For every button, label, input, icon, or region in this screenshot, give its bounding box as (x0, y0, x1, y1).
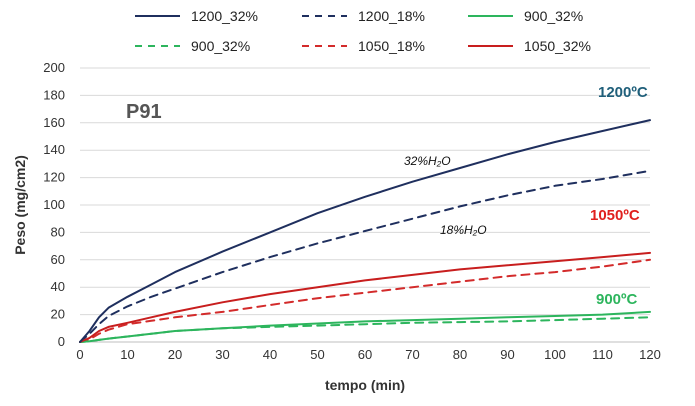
x-tick-label: 90 (500, 347, 514, 362)
water-content-label: 32%H₂O (404, 154, 451, 168)
x-tick-label: 10 (120, 347, 134, 362)
x-tick-label: 20 (168, 347, 182, 362)
series-line-1200-18pct-dashed (79, 169, 651, 343)
series-line-1050-32pct-solid (79, 251, 651, 343)
legend-label: 1050_18% (358, 38, 425, 54)
panel-label: P91 (126, 101, 162, 123)
water-content-label: 18%H₂O (440, 223, 487, 237)
grid (80, 67, 650, 316)
legend-label: 900_32% (191, 38, 250, 54)
series-line-900-32pct-solid (79, 310, 651, 343)
y-tick-label: 160 (43, 115, 65, 130)
x-tick-label: 40 (263, 347, 277, 362)
x-tick-label: 50 (310, 347, 324, 362)
series-line-1050-18pct-dashed (79, 258, 651, 343)
x-tick-label: 0 (76, 347, 83, 362)
legend-label: 1050_32% (524, 38, 591, 54)
legend-label: 900_32% (524, 8, 583, 24)
x-tick-label: 70 (405, 347, 419, 362)
x-tick-label: 80 (453, 347, 467, 362)
legend-label: 1200_32% (191, 8, 258, 24)
axes: 0 20 40 60 80 100 120 140 160 180 200 0 10 20 30 40 50 60… (12, 60, 661, 393)
y-tick-label: 0 (58, 334, 65, 349)
y-tick-label: 40 (51, 279, 65, 294)
x-axis-title: tempo (min) (325, 377, 405, 393)
temperature-label: 1200ºC (598, 84, 648, 101)
y-tick-label: 80 (51, 224, 65, 239)
y-axis-title: Peso (mg/cm2) (12, 155, 28, 255)
series-line-1200-32pct-solid (79, 119, 651, 343)
x-tick-label: 110 (592, 347, 613, 362)
legend-label: 1200_18% (358, 8, 425, 24)
y-tick-label: 60 (51, 252, 65, 267)
y-tick-label: 200 (43, 60, 65, 75)
x-tick-label: 60 (358, 347, 372, 362)
annotations: P91 1200ºC 1050ºC 900ºC 32%H₂O 18%H₂O (126, 84, 648, 308)
x-tick-label: 100 (544, 347, 566, 362)
temperature-label: 1050ºC (590, 207, 640, 224)
x-tick-label: 30 (215, 347, 229, 362)
temperature-label: 900ºC (596, 291, 638, 308)
y-tick-label: 180 (43, 87, 65, 102)
y-tick-label: 120 (43, 170, 65, 185)
series-line-900-32pct-dashed (79, 316, 651, 343)
y-tick-label: 140 (43, 142, 65, 157)
y-tick-label: 100 (43, 197, 65, 212)
x-tick-label: 120 (639, 347, 661, 362)
y-tick-label: 20 (51, 307, 65, 322)
series-lines (79, 119, 651, 343)
legend: 1200_32% 1200_18% 900_32% 900_32% 1050_18% 10… (135, 8, 591, 54)
